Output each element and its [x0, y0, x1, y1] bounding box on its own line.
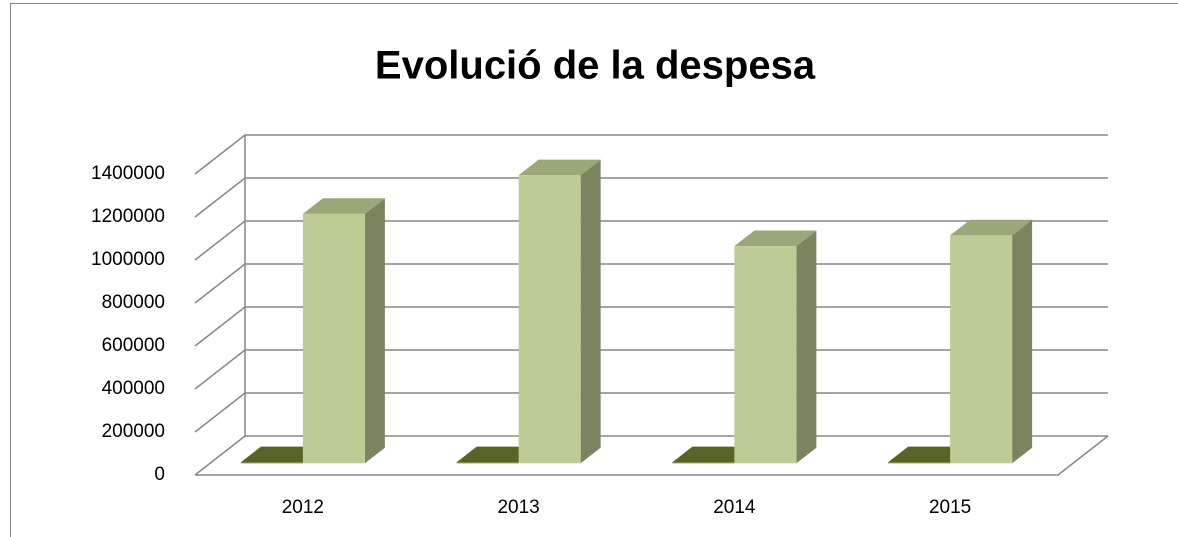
bar-top: [302, 198, 385, 214]
chart-border: [10, 3, 1178, 537]
x-tick-label: 2013: [497, 497, 539, 518]
bar: [240, 462, 303, 464]
y-tick-label: 800000: [102, 292, 165, 313]
bar-top: [734, 230, 817, 247]
y-tick-label: 1400000: [91, 163, 165, 184]
floor-edge: [195, 435, 1109, 476]
bar: [302, 213, 365, 464]
bar-top: [950, 219, 1033, 236]
bar-side: [796, 230, 817, 464]
bar: [734, 246, 797, 464]
y-tick-label: 600000: [102, 335, 165, 356]
bar: [518, 175, 581, 464]
bar-top: [888, 446, 971, 463]
y-tick-label: 0: [154, 464, 165, 485]
bar-side: [580, 159, 601, 464]
grid-line: [194, 134, 1108, 175]
x-tick-label: 2014: [713, 497, 756, 518]
y-tick-label: 400000: [102, 378, 165, 399]
bar-top: [456, 446, 539, 463]
bar-top: [672, 446, 755, 463]
bar-side: [364, 198, 385, 464]
bar-top: [518, 159, 601, 176]
bar: [950, 235, 1013, 464]
x-tick-label: 2012: [282, 497, 324, 518]
chart-title: Evolució de la despesa: [375, 44, 816, 88]
bar-top: [240, 446, 323, 463]
bar: [672, 462, 735, 464]
y-tick-label: 1000000: [91, 249, 165, 270]
bar-side: [1012, 219, 1033, 464]
bar: [888, 462, 951, 464]
bar: [456, 462, 519, 464]
y-tick-label: 1200000: [91, 206, 165, 227]
x-tick-label: 2015: [929, 497, 971, 518]
y-tick-label: 200000: [102, 421, 165, 442]
